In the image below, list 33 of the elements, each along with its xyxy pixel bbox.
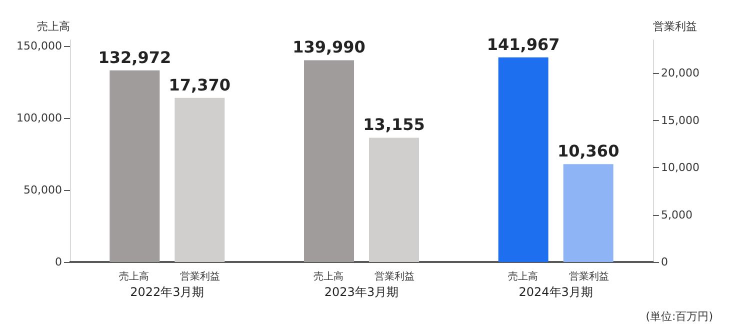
y-tick-label: 150,000 bbox=[16, 39, 62, 52]
y2-tick-label: 0 bbox=[661, 256, 668, 268]
text: 営業利益 bbox=[374, 272, 414, 282]
bar bbox=[369, 138, 419, 262]
bar bbox=[498, 57, 548, 262]
x-tick-label: 2024年3月期 bbox=[518, 285, 593, 299]
text: 売上高 bbox=[508, 272, 538, 282]
y2-axis-title: 営業利益 bbox=[653, 20, 697, 33]
data-label: 13,155 bbox=[363, 115, 425, 134]
data-label: 132,972 bbox=[98, 48, 172, 67]
data-label: 141,967 bbox=[486, 34, 560, 54]
text: (単位:百万円) bbox=[646, 310, 714, 323]
y-tick-label: 0 bbox=[55, 256, 62, 268]
y-axis-title: 売上高 bbox=[37, 20, 70, 33]
series-label: 営業利益 bbox=[180, 270, 220, 282]
y2-tick-label: 20,000 bbox=[661, 66, 700, 80]
text: 営業利益 bbox=[568, 272, 609, 282]
y2-tick-label: 5,000 bbox=[661, 208, 692, 222]
text: 売上高 bbox=[314, 272, 344, 282]
data-label: 17,370 bbox=[168, 75, 231, 94]
x-tick-label: 2023年3月期 bbox=[324, 285, 399, 299]
data-label: 10,360 bbox=[557, 142, 620, 161]
bar bbox=[563, 164, 614, 262]
series-label: 売上高 bbox=[119, 270, 150, 282]
bar bbox=[174, 98, 225, 262]
data-label: 139,990 bbox=[292, 38, 366, 57]
y2-tick-label: 10,000 bbox=[661, 161, 700, 174]
bar bbox=[110, 70, 160, 262]
y-tick-label: 100,000 bbox=[16, 111, 62, 124]
bar bbox=[304, 60, 354, 262]
x-tick-label: 2022年3月期 bbox=[130, 285, 204, 299]
y2-tick-label: 15,000 bbox=[661, 114, 700, 127]
y-tick-label: 50,000 bbox=[24, 183, 62, 196]
